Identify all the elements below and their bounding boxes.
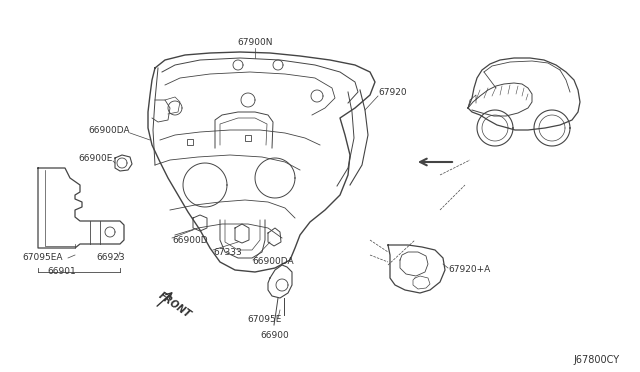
Text: FRONT: FRONT — [157, 290, 193, 320]
Text: 66900DA: 66900DA — [88, 125, 130, 135]
Text: 67900N: 67900N — [237, 38, 273, 46]
Text: 66900D: 66900D — [172, 235, 207, 244]
Text: J67800CY: J67800CY — [574, 355, 620, 365]
Bar — [187, 139, 193, 145]
Text: 66923: 66923 — [96, 253, 125, 263]
Text: 67920: 67920 — [378, 87, 406, 96]
Text: 66900DA: 66900DA — [252, 257, 294, 266]
Text: 67920+A: 67920+A — [448, 266, 490, 275]
Text: 66900: 66900 — [260, 331, 289, 340]
Text: 66901: 66901 — [47, 267, 76, 276]
Text: 67095E: 67095E — [248, 315, 282, 324]
Text: 66900E: 66900E — [78, 154, 113, 163]
Text: 67333: 67333 — [213, 247, 242, 257]
Text: 67095EA: 67095EA — [22, 253, 63, 263]
Bar — [245, 135, 251, 141]
